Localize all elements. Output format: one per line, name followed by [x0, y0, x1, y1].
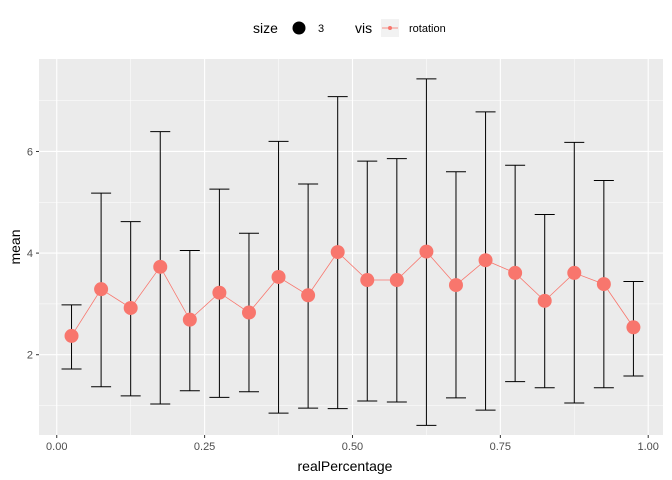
data-point — [271, 269, 286, 284]
y-axis: 2 4 6 — [27, 146, 39, 362]
x-tick-label: 0.50 — [342, 441, 363, 453]
legend-size-label: 3 — [318, 23, 324, 35]
data-point — [182, 312, 197, 327]
data-point — [64, 328, 79, 343]
legend-size-title: size — [253, 20, 278, 36]
legend-vis-key-point — [388, 26, 392, 30]
data-point — [153, 259, 168, 274]
data-point — [596, 277, 611, 292]
y-tick-label: 6 — [27, 146, 33, 158]
data-point — [419, 244, 434, 259]
legend-vis-title: vis — [355, 20, 372, 36]
x-tick-label: 0.00 — [46, 441, 67, 453]
x-tick-label: 0.25 — [194, 441, 215, 453]
x-tick-label: 1.00 — [638, 441, 659, 453]
data-point — [389, 273, 404, 288]
data-point — [301, 288, 316, 303]
plot-panel — [39, 59, 663, 435]
legend-size-key — [292, 21, 306, 35]
data-point — [626, 320, 641, 335]
data-point — [508, 265, 523, 280]
data-marks — [61, 78, 644, 426]
x-tick-label: 0.75 — [490, 441, 511, 453]
data-point — [123, 300, 138, 315]
legend: size 3 vis rotation — [253, 19, 446, 37]
data-point — [360, 273, 375, 288]
data-point — [448, 278, 463, 293]
legend-vis-label: rotation — [409, 23, 446, 35]
data-point — [94, 282, 109, 297]
x-axis: 0.00 0.25 0.50 0.75 1.00 — [46, 435, 659, 453]
data-point — [567, 265, 582, 280]
data-point — [478, 253, 493, 268]
data-point — [537, 293, 552, 308]
data-point — [330, 245, 345, 260]
y-tick-label: 4 — [27, 248, 33, 260]
x-axis-title: realPercentage — [298, 458, 393, 474]
y-axis-title: mean — [7, 229, 23, 264]
data-point — [212, 285, 227, 300]
data-point — [241, 305, 256, 320]
y-tick-label: 2 — [27, 350, 33, 362]
